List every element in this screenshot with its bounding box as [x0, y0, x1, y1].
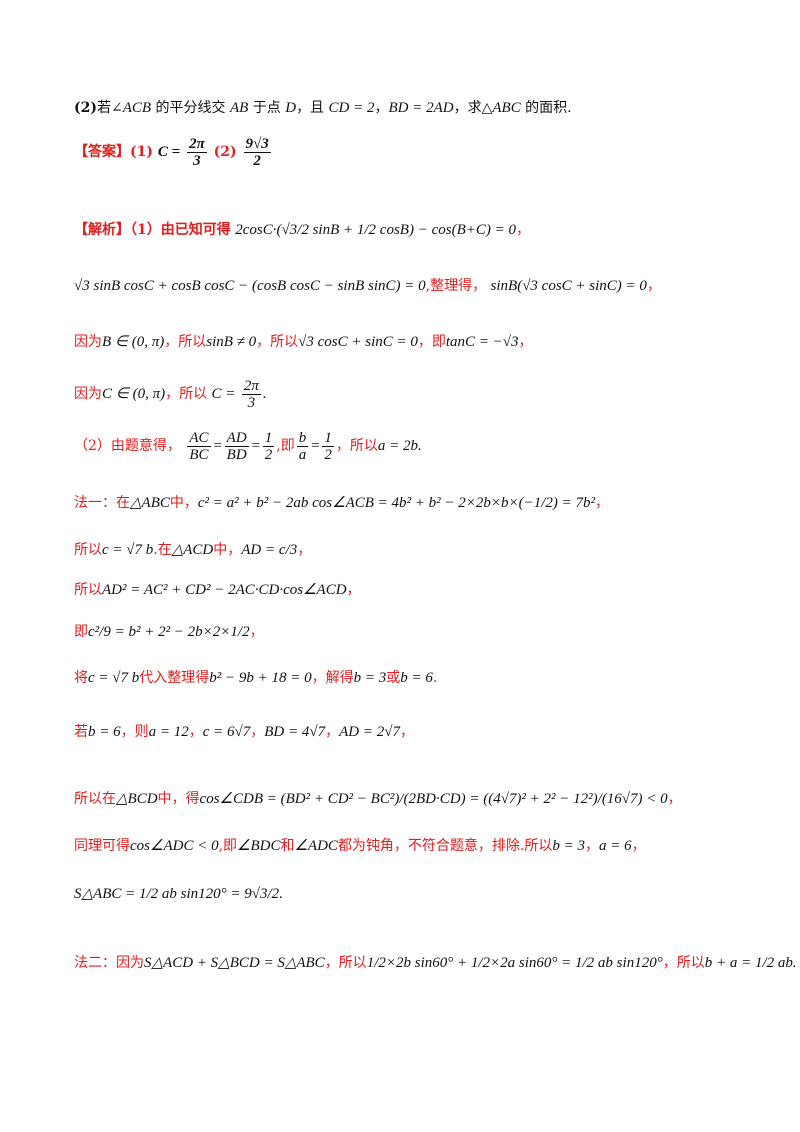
solution1-line1: 【解析】（1）由已知可得 2cosC·(√3/2 sinB + 1/2 cosB…	[74, 222, 530, 238]
method1-line8: 同理可得cos∠ADC < 0,即∠BDC和∠ADC都为钝角，不符合题意，排除.…	[74, 838, 646, 854]
frac-ac-bc: AC BC	[187, 429, 211, 463]
frac-ad-bd: AD BD	[224, 429, 249, 463]
solution1-line3: 因为B ∈ (0, π)，所以sinB ≠ 0，所以√3 cosC + sinC…	[74, 334, 533, 350]
question-part2: (2)若∠ACB 的平分线交 AB 于点 D，且 CD = 2，BD = 2AD…	[74, 100, 572, 116]
c-fraction: 2π 3	[241, 377, 261, 411]
method1-line7: 所以在△BCD中，得cos∠CDB = (BD² + CD² − BC²)/(2…	[74, 791, 682, 807]
method1-line9: S△ABC = 1/2 ab sin120° = 9√3/2.	[74, 886, 283, 902]
method1-line1: 法一：在△ABC中，c² = a² + b² − 2ab cos∠ACB = 4…	[74, 495, 610, 511]
answer-fraction-1: 2π 3	[187, 135, 207, 169]
method2-line1: 法二：因为S△ACD + S△BCD = S△ABC，所以1/2×2b sin6…	[74, 955, 797, 971]
solution1-line4: 因为C ∈ (0, π)，所以 C = 2π 3.	[74, 377, 267, 411]
answer-fraction-2: 9√3 2	[243, 135, 271, 169]
method1-line5: 将c = √7 b代入整理得b² − 9b + 18 = 0，解得b = 3或b…	[74, 670, 438, 686]
answer-line: 【答案】(1) C = 2π 3 (2) 9√3 2	[74, 135, 271, 169]
method1-line3: 所以AD² = AC² + CD² − 2AC·CD·cos∠ACD，	[74, 582, 361, 598]
method1-line2: 所以c = √7 b.在△ACD中，AD = c/3，	[74, 542, 312, 558]
method1-line4: 即c²/9 = b² + 2² − 2b×2×1/2，	[74, 624, 264, 640]
solution1-line2: √3 sinB cosC + cosB cosC − (cosB cosC − …	[74, 278, 661, 294]
solution2-line1: （2）由题意得， AC BC = AD BD = 1 2 ,即 b a = 1 2 ，所以a = 2b.	[74, 429, 422, 463]
method1-line6: 若b = 6，则a = 12，c = 6√7，BD = 4√7，AD = 2√7…	[74, 724, 414, 740]
